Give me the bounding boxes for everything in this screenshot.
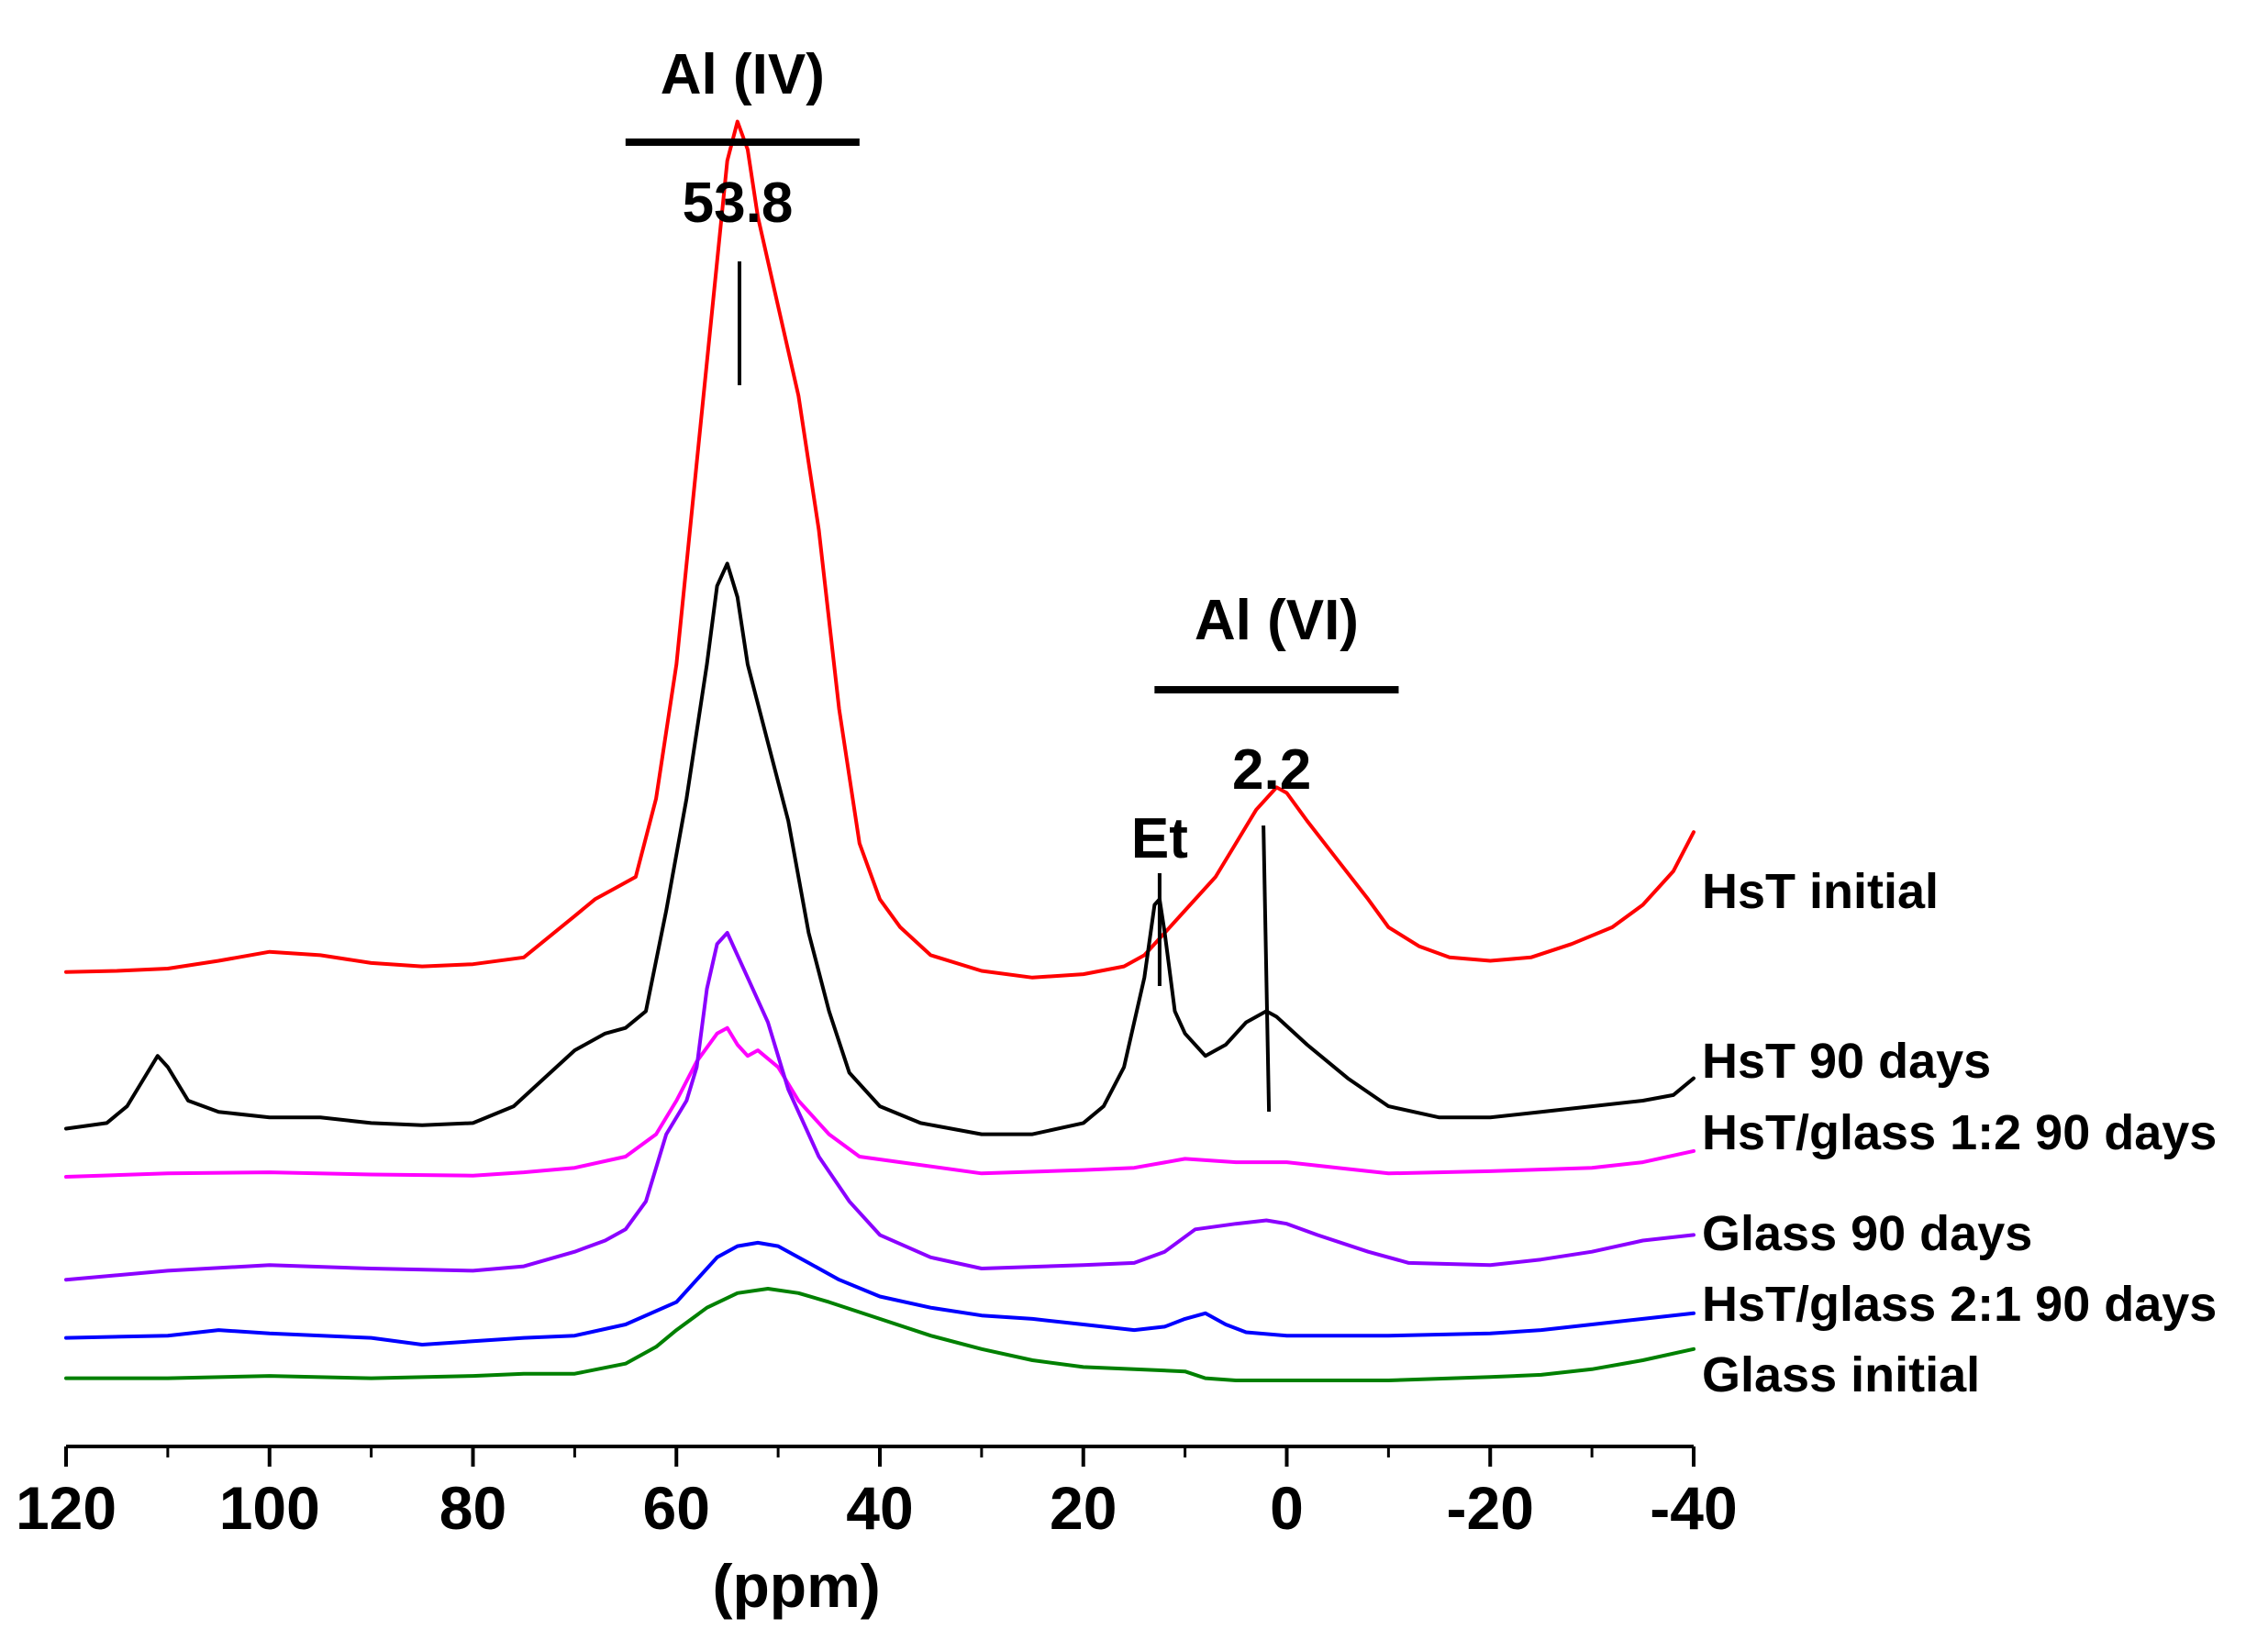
x-axis-ticks bbox=[64, 1446, 1695, 1467]
x-axis-tick-labels: 120 100 80 60 40 20 0 -20 -40 bbox=[16, 1474, 1738, 1542]
x-tick-label: 20 bbox=[1050, 1474, 1117, 1542]
x-tick-label: 100 bbox=[219, 1474, 320, 1542]
x-tick-label: 60 bbox=[643, 1474, 710, 1542]
annotation-peak-2-2-marker bbox=[1262, 825, 1272, 1113]
series-line-glass-initial bbox=[64, 1287, 1695, 1382]
annotation-peak-2-2-label: 2.2 bbox=[1232, 738, 1311, 802]
x-tick-label: -20 bbox=[1447, 1474, 1534, 1542]
annotation-al-iv-label: Al (IV) bbox=[661, 43, 825, 106]
x-axis-title: (ppm) bbox=[712, 1552, 880, 1620]
series-label-hst-glass-1-2-90-days: HsT/glass 1:2 90 days bbox=[1702, 1105, 2217, 1160]
series-line-hst-90-days bbox=[64, 561, 1695, 1136]
series-line-glass-90-days bbox=[64, 931, 1695, 1282]
x-tick-label: 40 bbox=[846, 1474, 913, 1542]
series-label-glass-90-days: Glass 90 days bbox=[1702, 1206, 2032, 1261]
series-line-hst-glass-1-2-90-days bbox=[64, 1025, 1695, 1179]
x-tick-label: 120 bbox=[16, 1474, 117, 1542]
series-label-glass-initial: Glass initial bbox=[1702, 1347, 1980, 1402]
x-tick-label: -40 bbox=[1650, 1474, 1737, 1542]
annotation-al-vi-label: Al (VI) bbox=[1195, 589, 1359, 652]
x-tick-label: 80 bbox=[439, 1474, 506, 1542]
series-line-hst-initial bbox=[64, 119, 1695, 980]
x-tick-label: 0 bbox=[1270, 1474, 1304, 1542]
series-line-hst-glass-2-1-90-days bbox=[64, 1240, 1695, 1346]
annotation-et-label: Et bbox=[1131, 807, 1188, 870]
series-layer bbox=[64, 119, 1695, 1382]
series-label-hst-90-days: HsT 90 days bbox=[1702, 1034, 1991, 1089]
series-label-layer: HsT initial HsT 90 days HsT/glass 1:2 90 d… bbox=[1702, 864, 2217, 1402]
annotation-peak-53-8-label: 53.8 bbox=[683, 172, 794, 235]
series-label-hst-glass-2-1-90-days: HsT/glass 2:1 90 days bbox=[1702, 1277, 2217, 1332]
series-label-hst-initial: HsT initial bbox=[1702, 864, 1939, 919]
